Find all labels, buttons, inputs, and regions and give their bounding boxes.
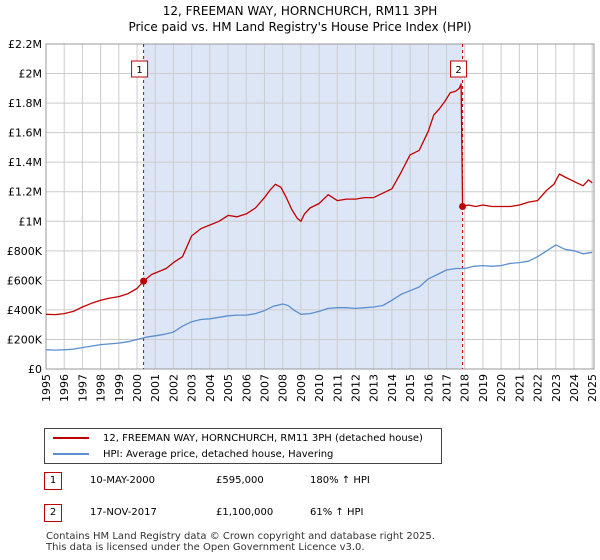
x-tick-label: 2006 — [240, 374, 253, 402]
sale-marker-1: 1 — [44, 472, 62, 490]
price-chart: £0 £200K £400K £600K £800K £1M £1.2M £1.4M £1.6M… — [7, 38, 599, 402]
x-tick-label: 2010 — [313, 374, 326, 402]
legend-item-hpi: HPI: Average price, detached house, Have… — [53, 447, 333, 461]
y-tick-label: £600K — [7, 274, 43, 287]
x-tick-label: 2005 — [222, 374, 235, 402]
annotation-label-1: 1 — [136, 65, 142, 76]
legend-label-property: 12, FREEMAN WAY, HORNCHURCH, RM11 3PH (d… — [103, 432, 423, 444]
x-tick-label: 2003 — [186, 374, 199, 402]
x-tick-label: 2008 — [277, 374, 290, 402]
legend-line-hpi — [53, 453, 89, 455]
y-tick-label: £2M — [19, 68, 43, 81]
sale-price-2: £1,100,000 — [216, 507, 274, 518]
y-tick-label: £1.2M — [8, 186, 42, 199]
x-tick-label: 2012 — [350, 374, 363, 402]
x-tick-label: 2007 — [258, 374, 271, 402]
annotation-label-2: 2 — [455, 65, 461, 76]
series-line-property — [45, 83, 593, 316]
x-tick-label: 2017 — [441, 374, 454, 402]
x-tick-label: 2015 — [404, 374, 417, 402]
x-tick-label: 2022 — [532, 374, 545, 402]
shaded-ownership-period — [143, 44, 463, 369]
y-tick-label: £1.6M — [8, 127, 42, 140]
y-tick-label: £800K — [7, 245, 43, 258]
y-tick-label: £1M — [19, 215, 43, 228]
y-tick-label: £400K — [7, 304, 43, 317]
x-tick-label: 2011 — [331, 374, 344, 402]
sale-point-1 — [140, 277, 148, 285]
legend-label-hpi: HPI: Average price, detached house, Have… — [103, 448, 334, 460]
annotation-box-2 — [450, 60, 468, 78]
legend-line-property — [53, 437, 89, 439]
x-tick-label: 2013 — [368, 374, 381, 402]
sale-marker-2: 2 — [44, 504, 62, 522]
x-tick-label: 2025 — [586, 374, 599, 402]
footer-licence: This data is licensed under the Open Gov… — [46, 542, 365, 553]
y-tick-label: £1.4M — [8, 156, 42, 169]
y-tick-label: £1.8M — [8, 97, 42, 110]
x-tick-label: 1996 — [58, 374, 71, 402]
x-tick-label: 2018 — [459, 374, 472, 402]
x-tick-label: 1995 — [40, 374, 53, 402]
y-tick-label: £200K — [7, 333, 43, 346]
x-tick-label: 2020 — [495, 374, 508, 402]
x-tick-label: 2023 — [550, 374, 563, 402]
x-tick-label: 2002 — [167, 374, 180, 402]
chart-legend: 12, FREEMAN WAY, HORNCHURCH, RM11 3PH (d… — [44, 428, 442, 464]
annotation-box-1 — [131, 60, 149, 78]
y-tick-label: £0 — [28, 363, 42, 376]
sale-hpi-1: 180% ↑ HPI — [310, 475, 370, 486]
x-tick-label: 2016 — [422, 374, 435, 402]
x-tick-label: 2021 — [513, 374, 526, 402]
plot-area-border — [45, 43, 595, 370]
x-tick-label: 2004 — [204, 374, 217, 402]
sale-date-1: 10-MAY-2000 — [90, 475, 156, 486]
x-tick-label: 2001 — [149, 374, 162, 402]
x-tick-label: 2024 — [568, 374, 581, 402]
sale-date-2: 17-NOV-2017 — [90, 507, 157, 518]
x-tick-label: 1998 — [95, 374, 108, 402]
x-tick-label: 1999 — [113, 374, 126, 402]
x-tick-label: 2019 — [477, 374, 490, 402]
sale-point-2 — [459, 203, 467, 210]
series-line-hpi — [45, 244, 593, 351]
sale-hpi-2: 61% ↑ HPI — [310, 507, 364, 518]
x-tick-label: 2014 — [386, 374, 399, 402]
footer-copyright: Contains HM Land Registry data © Crown c… — [46, 531, 435, 542]
x-tick-label: 2000 — [131, 374, 144, 402]
x-tick-label: 2009 — [295, 374, 308, 402]
x-tick-label: 1997 — [76, 374, 89, 402]
chart-title: 12, FREEMAN WAY, HORNCHURCH, RM11 3PH — [162, 4, 438, 18]
legend-item-property: 12, FREEMAN WAY, HORNCHURCH, RM11 3PH (d… — [53, 431, 423, 445]
y-tick-label: £2.2M — [8, 38, 42, 51]
chart-subtitle: Price paid vs. HM Land Registry's House … — [128, 20, 472, 34]
sale-price-1: £595,000 — [216, 475, 264, 486]
